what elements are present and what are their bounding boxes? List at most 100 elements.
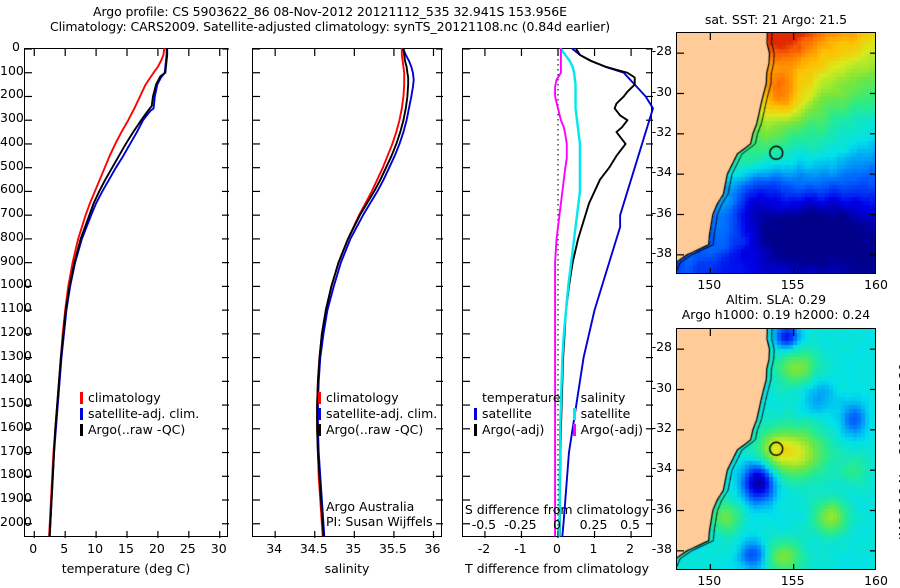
legend-item: Argo(..raw -QC)	[318, 422, 437, 438]
s-difference-axis-title: S difference from climatology	[464, 502, 650, 517]
legend-color-swatch	[474, 424, 477, 436]
s-difference-tick-label: 0.5	[620, 517, 640, 532]
s-difference-tick-label: -0.5	[471, 517, 497, 532]
sla-title-line-2: Argo h1000: 0.19 h2000: 0.24	[681, 307, 871, 322]
salinity-tick-label: 35.5	[378, 541, 407, 556]
map-lat-tick-label: -38	[651, 540, 672, 556]
depth-tick-label: 200	[0, 86, 24, 102]
map-lat-tick-label: -30	[651, 83, 672, 99]
temperature-tick-label: 10	[87, 541, 104, 556]
map-lat-tick-label: -28	[651, 339, 672, 355]
legend-group-heading: temperature	[482, 390, 561, 405]
map-lat-tick-label: -30	[651, 379, 672, 395]
t-difference-tick-label: 1	[589, 541, 598, 556]
map-lat-tick-label: -34	[651, 460, 672, 476]
difference-profile-panel	[462, 47, 654, 538]
legend-label: satellite	[482, 406, 532, 421]
temperature-tick-label: 30	[210, 541, 227, 556]
salinity-axis-title: salinity	[324, 561, 370, 576]
difference-curve	[558, 48, 636, 537]
depth-tick-label: 1300	[0, 347, 32, 363]
imos-timestamp: IMOS 16-Nov-2012 17:07:29	[896, 362, 900, 540]
legend-item: Argo(-adj)	[474, 422, 561, 438]
salinity-curve	[316, 48, 410, 537]
map-lat-tick-label: -38	[651, 244, 672, 260]
temperature-curve	[48, 48, 169, 537]
legend-item: satellite	[572, 406, 643, 422]
t-difference-axis-title: T difference from climatology	[464, 561, 650, 576]
depth-tick-label: 2000	[0, 513, 32, 529]
temperature-curve	[48, 48, 166, 537]
legend-color-swatch	[80, 392, 83, 404]
title-line-2: Climatology: CARS2009. Satellite-adjuste…	[49, 19, 611, 34]
map-lon-tick-label: 160	[864, 277, 888, 292]
t-difference-tick-label: -2	[477, 541, 491, 556]
depth-tick-label: 700	[0, 205, 24, 221]
sst-field-canvas	[677, 33, 875, 273]
legend-label: climatology	[326, 390, 399, 405]
title-line-1: Argo profile: CS 5903622_86 08-Nov-2012 …	[93, 4, 567, 19]
difference-curve	[558, 47, 582, 537]
legend-column: temperature satellite Argo(-adj)	[474, 390, 561, 438]
legend-label: Argo(..raw -QC)	[88, 422, 186, 437]
sla-map-title: Altim. SLA: 0.29 Argo h1000: 0.19 h2000:…	[676, 292, 876, 322]
temperature-tick-label: 25	[179, 541, 196, 556]
depth-tick-label: 1600	[0, 418, 32, 434]
temperature-legend: climatology satellite-adj. clim. Argo(..ra…	[80, 390, 199, 438]
temperature-axis-title: temperature (deg C)	[61, 561, 191, 576]
depth-tick-label: 1400	[0, 371, 32, 387]
attribution-line-2: PI: Susan Wijffels	[326, 514, 433, 529]
legend-item: satellite-adj. clim.	[318, 406, 437, 422]
legend-color-swatch	[572, 424, 576, 436]
map-lat-tick-label: -32	[651, 419, 672, 435]
depth-tick-label: 800	[0, 228, 24, 244]
temperature-tick-label: 15	[118, 541, 134, 556]
depth-tick-label: 0	[12, 39, 20, 54]
depth-tick-label: 1000	[0, 276, 32, 292]
salinity-profile-panel	[252, 48, 443, 538]
depth-tick-label: 500	[0, 157, 24, 173]
map-lat-tick-label: -34	[651, 164, 672, 180]
depth-tick-label: 400	[0, 133, 24, 149]
legend-label: satellite-adj. clim.	[326, 406, 438, 421]
sla-title-line-1: Altim. SLA: 0.29	[725, 292, 827, 307]
legend-label: Argo(..raw -QC)	[326, 422, 424, 437]
legend-label: Argo(-adj)	[482, 422, 545, 437]
depth-tick-label: 300	[0, 110, 24, 126]
depth-tick-label: 1800	[0, 466, 32, 482]
legend-column: salinity satellite Argo(-adj)	[572, 390, 643, 438]
map-lon-tick-label: 155	[780, 277, 805, 292]
depth-tick-label: 1100	[0, 300, 32, 316]
temperature-tick-label: 5	[60, 541, 69, 556]
legend-color-swatch	[80, 408, 83, 420]
map-lat-tick-label: -36	[651, 204, 672, 220]
sla-map	[676, 328, 876, 570]
map-lon-tick-label: 150	[697, 573, 722, 588]
legend-item: satellite	[474, 406, 561, 422]
temperature-tick-label: 0	[29, 541, 38, 556]
depth-tick-label: 1200	[0, 323, 32, 339]
salinity-tick-label: 35	[345, 541, 362, 556]
map-lat-tick-label: -36	[651, 500, 672, 516]
legend-item: Argo(..raw -QC)	[80, 422, 199, 438]
legend-color-swatch	[318, 408, 321, 420]
depth-tick-label: 600	[0, 181, 24, 197]
legend-label: Argo(-adj)	[580, 422, 643, 437]
legend-item: satellite-adj. clim.	[80, 406, 199, 422]
depth-tick-label: 1700	[0, 442, 32, 458]
legend-label: climatology	[88, 390, 161, 405]
difference-curve	[561, 48, 654, 537]
depth-tick-label: 1900	[0, 490, 32, 506]
s-difference-tick-label: -0.25	[504, 517, 537, 532]
map-lat-tick-label: -32	[651, 123, 672, 139]
attribution-note: Argo Australia PI: Susan Wijffels	[326, 499, 433, 529]
legend-group-heading: salinity	[580, 390, 626, 405]
temperature-profile-panel	[24, 48, 229, 538]
legend-label: satellite	[580, 406, 631, 421]
salinity-tick-label: 34.5	[299, 541, 328, 556]
legend-color-swatch	[474, 408, 477, 420]
sst-map	[676, 32, 876, 274]
t-difference-tick-label: 2	[626, 541, 635, 556]
legend-label: satellite-adj. clim.	[88, 406, 200, 421]
t-difference-tick-label: -1	[514, 541, 527, 556]
